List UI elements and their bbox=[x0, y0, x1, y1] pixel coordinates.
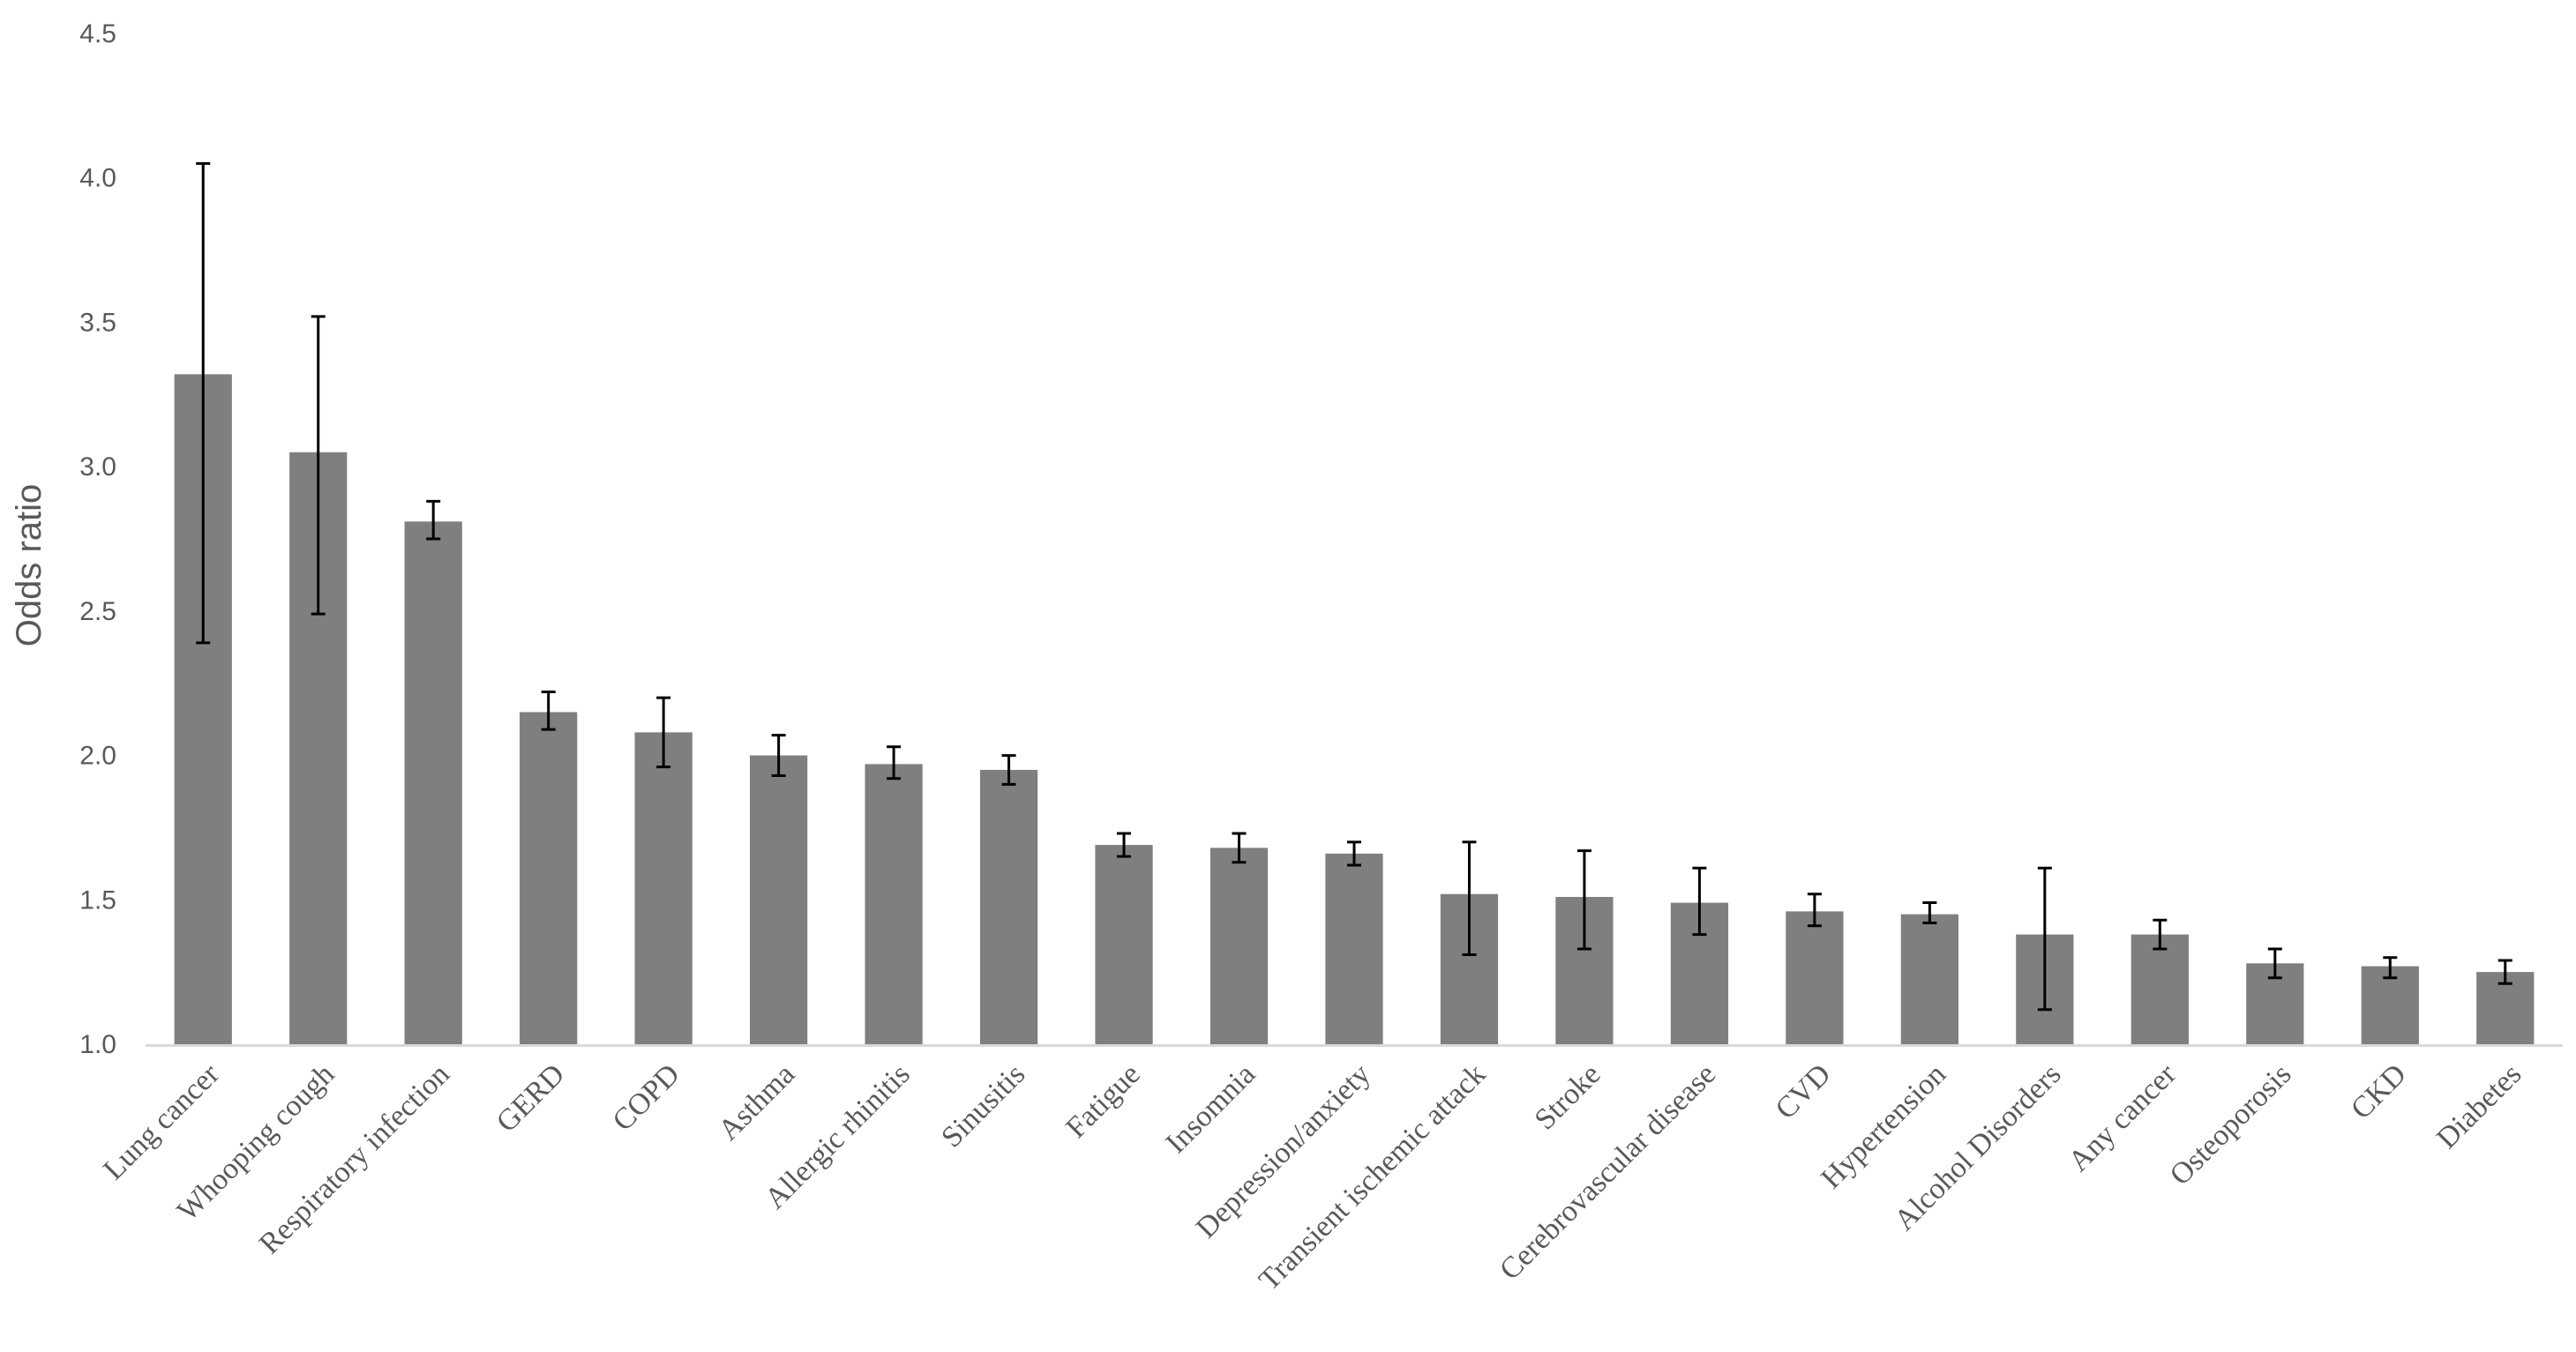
error-bar bbox=[1001, 754, 1016, 786]
y-tick-label: 3.5 bbox=[79, 308, 116, 337]
y-axis-ticks: 1.0 1.5 2.0 2.5 3.0 3.5 4.0 4.5 bbox=[79, 19, 116, 1059]
x-tick-label: Transient ischemic attack bbox=[1253, 1057, 1492, 1296]
error-bar bbox=[1347, 840, 1361, 867]
y-tick-label: 2.0 bbox=[79, 742, 116, 771]
error-bar bbox=[1462, 840, 1477, 956]
bar bbox=[2130, 934, 2189, 1044]
x-tick-label: CKD bbox=[2345, 1057, 2413, 1125]
x-tick-label: Lung cancer bbox=[97, 1057, 226, 1186]
x-tick-label: Asthma bbox=[712, 1057, 801, 1147]
bar bbox=[1900, 914, 1958, 1044]
y-axis-title: Odds ratio bbox=[10, 484, 49, 647]
x-tick-label: Osteoporosis bbox=[2164, 1057, 2298, 1191]
bar bbox=[1209, 848, 1269, 1044]
error-bar bbox=[311, 315, 326, 616]
error-bar bbox=[2497, 959, 2512, 985]
x-tick-label: GERD bbox=[490, 1057, 572, 1139]
error-bars bbox=[196, 161, 2512, 1012]
error-bar bbox=[1807, 893, 1822, 928]
bar bbox=[2361, 966, 2419, 1044]
error-bar bbox=[541, 691, 556, 731]
error-bar bbox=[2267, 947, 2282, 980]
bar bbox=[1325, 853, 1383, 1044]
bar bbox=[520, 712, 578, 1044]
x-tick-label: Stroke bbox=[1529, 1057, 1607, 1136]
x-tick-label: Sinusitis bbox=[935, 1057, 1031, 1154]
y-tick-label: 4.5 bbox=[79, 19, 116, 49]
bar bbox=[750, 755, 808, 1044]
error-bar bbox=[1692, 866, 1707, 937]
error-bar bbox=[656, 696, 671, 769]
y-tick-label: 3.0 bbox=[79, 452, 116, 482]
error-bar bbox=[2153, 918, 2168, 951]
error-bar bbox=[426, 499, 441, 541]
x-tick-label: CVD bbox=[1770, 1057, 1838, 1125]
error-bar bbox=[1922, 901, 1937, 924]
error-bar bbox=[2037, 866, 2052, 1012]
error-bar bbox=[1117, 832, 1132, 858]
y-tick-label: 1.5 bbox=[79, 885, 116, 915]
x-tick-label: Cerebrovascular disease bbox=[1494, 1057, 1722, 1286]
bar bbox=[1786, 911, 1844, 1044]
x-tick-label: Respiratory infection bbox=[253, 1057, 456, 1260]
x-tick-label: Insomnia bbox=[1160, 1057, 1262, 1160]
bar bbox=[1095, 845, 1153, 1044]
error-bar bbox=[196, 161, 211, 645]
x-tick-label: Fatigue bbox=[1060, 1057, 1146, 1144]
error-bar bbox=[1232, 832, 1247, 864]
x-tick-label: COPD bbox=[607, 1057, 686, 1137]
x-tick-label: Diabetes bbox=[2430, 1057, 2527, 1154]
error-bar bbox=[1576, 849, 1591, 951]
x-tick-label: Any cancer bbox=[2063, 1057, 2183, 1178]
bar bbox=[979, 769, 1038, 1044]
y-tick-label: 4.0 bbox=[79, 164, 116, 193]
error-bar bbox=[2383, 956, 2398, 980]
y-tick-label: 2.5 bbox=[79, 597, 116, 626]
bars bbox=[174, 374, 2535, 1044]
error-bar bbox=[887, 745, 902, 781]
bar bbox=[634, 732, 693, 1044]
bar bbox=[865, 764, 923, 1044]
y-tick-label: 1.0 bbox=[79, 1030, 116, 1059]
error-bar bbox=[771, 734, 786, 777]
bar bbox=[404, 521, 462, 1044]
